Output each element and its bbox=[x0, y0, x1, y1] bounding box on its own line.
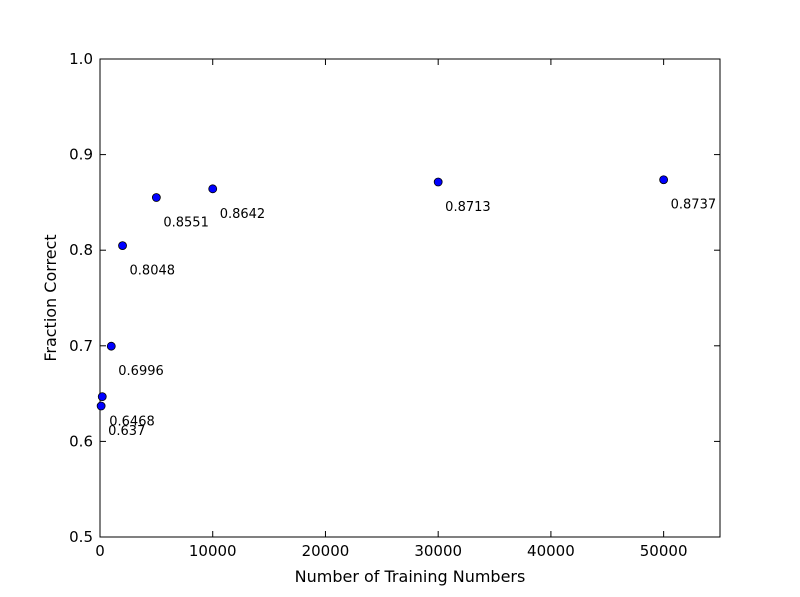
data-label: 0.637 bbox=[108, 424, 145, 439]
data-label: 0.8737 bbox=[671, 198, 717, 213]
x-tick-label: 10000 bbox=[189, 542, 237, 560]
data-label: 0.8048 bbox=[130, 264, 176, 279]
y-tick-label: 0.8 bbox=[69, 241, 93, 259]
x-tick-label: 30000 bbox=[414, 542, 462, 560]
x-tick-label: 20000 bbox=[302, 542, 350, 560]
y-axis-label: Fraction Correct bbox=[41, 234, 60, 361]
data-point bbox=[118, 241, 127, 251]
x-tick-label: 50000 bbox=[640, 542, 688, 560]
data-point bbox=[208, 184, 218, 194]
data-label: 0.8642 bbox=[220, 207, 266, 222]
x-axis-label: Number of Training Numbers bbox=[295, 567, 526, 586]
data-point bbox=[659, 175, 669, 185]
data-points bbox=[96, 175, 669, 411]
x-tick-label: 0 bbox=[95, 542, 105, 560]
y-tick-label: 1.0 bbox=[69, 50, 93, 68]
y-tick-label: 0.7 bbox=[69, 337, 93, 355]
data-point bbox=[433, 177, 443, 187]
data-point bbox=[96, 401, 106, 411]
data-point bbox=[97, 392, 107, 402]
plot-area bbox=[99, 58, 721, 538]
data-label: 0.8713 bbox=[445, 200, 491, 215]
data-label: 0.6468 bbox=[109, 415, 155, 430]
y-axis: 0.5 0.6 0.7 0.8 0.9 1.0 bbox=[69, 50, 720, 546]
x-axis: 0 10000 20000 30000 40000 50000 bbox=[95, 59, 687, 560]
data-label: 0.8551 bbox=[163, 216, 209, 231]
y-tick-label: 0.6 bbox=[69, 432, 93, 450]
y-tick-label: 0.5 bbox=[69, 528, 93, 546]
x-tick-label: 40000 bbox=[527, 542, 575, 560]
data-point bbox=[151, 193, 161, 202]
y-tick-label: 0.9 bbox=[69, 146, 93, 164]
data-label: 0.6996 bbox=[118, 364, 164, 379]
data-point bbox=[106, 341, 116, 351]
